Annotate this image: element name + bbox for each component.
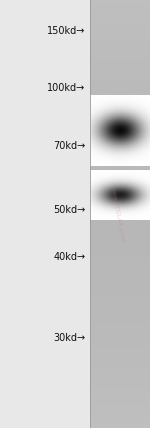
Text: 70kd→: 70kd→ — [53, 140, 86, 151]
Text: www.PTGLAB.COM: www.PTGLAB.COM — [110, 185, 124, 243]
Text: 150kd→: 150kd→ — [47, 26, 86, 36]
Text: 40kd→: 40kd→ — [53, 252, 86, 262]
Text: 50kd→: 50kd→ — [53, 205, 86, 215]
Text: 100kd→: 100kd→ — [47, 83, 86, 93]
Text: 30kd→: 30kd→ — [53, 333, 86, 343]
